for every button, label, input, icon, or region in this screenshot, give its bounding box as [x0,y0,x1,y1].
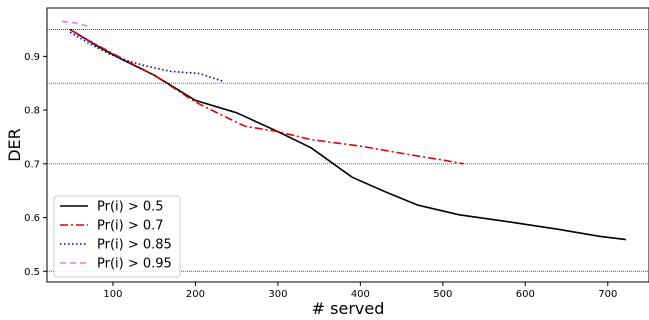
y-axis-label: DER [5,128,24,162]
x-tick-label: 500 [433,289,452,300]
x-axis-label: # served [312,299,385,318]
legend-label: Pr(i) > 0.7 [97,219,164,234]
x-axis-ticks: 100 200 300 400 500 600 700 [103,282,617,300]
series-line [61,20,91,28]
legend-label: Pr(i) > 0.95 [97,257,172,272]
y-tick-label: 0.9 [24,52,40,63]
legend-box [53,195,181,278]
plot-frame [46,7,649,283]
y-tick-label: 0.7 [24,159,40,170]
x-tick-label: 600 [516,289,535,300]
y-tick-label: 0.6 [24,213,40,224]
series-group [61,20,626,241]
legend-label: Pr(i) > 0.85 [97,238,172,253]
x-tick-label: 100 [103,289,122,300]
y-axis-ticks: 0.5 0.6 0.7 0.8 0.9 [24,52,47,278]
series-line [71,29,464,165]
legend: Pr(i) > 0.5 Pr(i) > 0.7 Pr(i) > 0.85 Pr(i) … [53,195,181,278]
y-tick-label: 0.8 [24,106,40,117]
x-tick-label: 700 [598,289,617,300]
x-tick-label: 400 [351,289,370,300]
series-line [69,31,225,83]
y-tick-label: 0.5 [24,267,40,278]
x-tick-label: 300 [268,289,287,300]
x-tick-label: 200 [186,289,205,300]
legend-label: Pr(i) > 0.5 [97,200,164,215]
